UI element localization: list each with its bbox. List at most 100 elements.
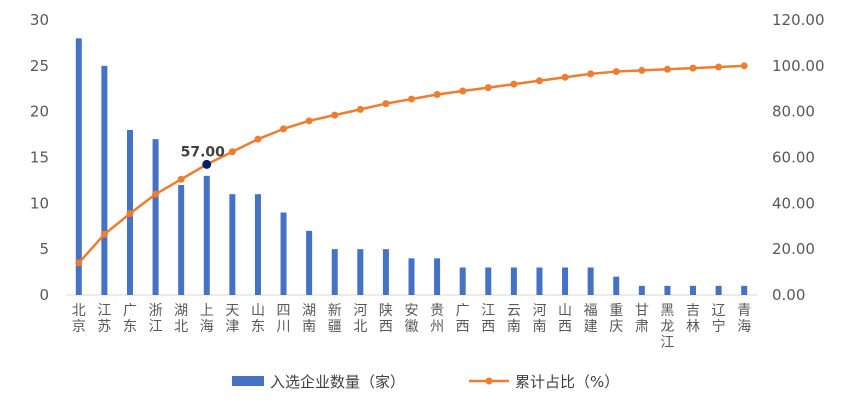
x-tick-label: 北京: [72, 303, 86, 335]
y-right-tick-label: 120.00: [772, 11, 825, 29]
bar: [254, 194, 261, 295]
bar: [408, 258, 415, 295]
labels-layer: 57.00 北京江苏广东浙江湖北上海天津山东四川湖南新疆河北陕西安徽贵州广西江西云…: [72, 144, 751, 351]
y-left-tick-label: 10: [30, 194, 49, 212]
legend-line-marker: [485, 377, 493, 385]
line-point: [484, 84, 492, 92]
bar: [536, 267, 543, 295]
bar: [229, 194, 236, 295]
bar: [741, 285, 748, 295]
line-point: [459, 87, 467, 95]
x-tick-label: 安徽: [405, 303, 419, 335]
x-tick-label: 四川: [277, 303, 291, 335]
line-point: [587, 70, 595, 78]
x-tick-label: 陕西: [379, 303, 393, 335]
y-right-tick-label: 80.00: [772, 103, 815, 121]
bar: [459, 267, 466, 295]
line-point: [331, 111, 339, 119]
x-tick-label: 福建: [584, 303, 598, 335]
y-left-tick-label: 0: [39, 286, 49, 304]
bar: [562, 267, 569, 295]
x-tick-label: 新疆: [328, 303, 342, 335]
x-tick-label: 辽宁: [712, 303, 726, 335]
bar: [280, 212, 287, 295]
line-point: [663, 65, 671, 73]
x-tick-label: 湖北: [174, 303, 188, 335]
line-point: [75, 259, 83, 267]
y-left-tick-label: 30: [30, 11, 49, 29]
line-point: [305, 117, 313, 125]
line-point: [228, 148, 236, 156]
y-right-tick-label: 40.00: [772, 194, 815, 212]
line-layer: [75, 62, 748, 267]
bar: [690, 285, 697, 295]
line-point: [356, 105, 364, 113]
x-tick-label: 河北: [353, 303, 367, 335]
bar: [510, 267, 517, 295]
line-point: [535, 77, 543, 85]
line-point: [510, 80, 518, 88]
x-tick-label: 河南: [532, 303, 546, 335]
bar: [331, 249, 338, 295]
bar: [664, 285, 671, 295]
line-point: [638, 66, 646, 74]
line-point: [126, 210, 134, 218]
x-tick-label: 云南: [507, 303, 521, 335]
bar: [715, 285, 722, 295]
bar: [638, 285, 645, 295]
bar: [382, 249, 389, 295]
line-point: [689, 64, 697, 72]
legend-bar-swatch: [232, 376, 264, 386]
line-point: [612, 68, 620, 76]
bar: [203, 175, 210, 295]
x-tick-label: 广东: [123, 303, 137, 335]
x-tick-label: 江西: [481, 303, 495, 335]
legend-line-label: 累计占比（%）: [515, 373, 619, 391]
y-right-tick-label: 0.00: [772, 286, 805, 304]
line-point: [152, 190, 160, 198]
line-point: [561, 73, 569, 81]
annotation-label: 57.00: [181, 144, 226, 160]
bar: [587, 267, 594, 295]
y-left-tick-label: 5: [39, 240, 49, 258]
x-tick-label: 重庆: [609, 303, 623, 335]
line-point: [433, 90, 441, 98]
line-point: [254, 135, 262, 143]
bar: [75, 38, 82, 295]
y-right-tick-label: 60.00: [772, 149, 815, 167]
x-tick-label: 吉林: [686, 303, 700, 335]
bars-layer: [75, 38, 748, 295]
line-point: [740, 62, 748, 70]
x-tick-label: 天津: [225, 303, 239, 335]
line-point: [382, 100, 390, 108]
line-point: [100, 230, 108, 238]
x-tick-label: 广西: [456, 303, 470, 335]
y-right-tick-label: 100.00: [772, 57, 825, 75]
axes-layer: 0 5 10 15 20 25 30 0.00 20.00 40.00 60.00 80.00 100.…: [30, 11, 825, 304]
bar: [485, 267, 492, 295]
y-left-tick-label: 25: [30, 57, 49, 75]
x-tick-label: 浙江: [149, 303, 163, 335]
line-point: [408, 95, 415, 103]
bar: [357, 249, 364, 295]
line-point: [177, 175, 185, 183]
x-tick-label: 黑龙江: [660, 303, 674, 351]
x-tick-label: 湖南: [302, 303, 316, 335]
bar: [434, 258, 441, 295]
x-tick-label: 山东: [251, 303, 265, 335]
bar: [306, 230, 313, 295]
legend-bar-label: 入选企业数量（家）: [270, 373, 405, 391]
x-tick-label: 江苏: [97, 303, 111, 335]
x-tick-label: 贵州: [430, 303, 444, 335]
x-tick-label: 甘肃: [635, 303, 649, 335]
annotated-point: [202, 159, 212, 169]
x-tick-label: 上海: [200, 303, 214, 335]
bar: [613, 276, 620, 295]
bar: [101, 65, 108, 295]
x-tick-label: 山西: [558, 303, 572, 335]
bar: [152, 139, 159, 295]
bar: [178, 185, 185, 295]
y-left-tick-label: 15: [30, 149, 49, 167]
